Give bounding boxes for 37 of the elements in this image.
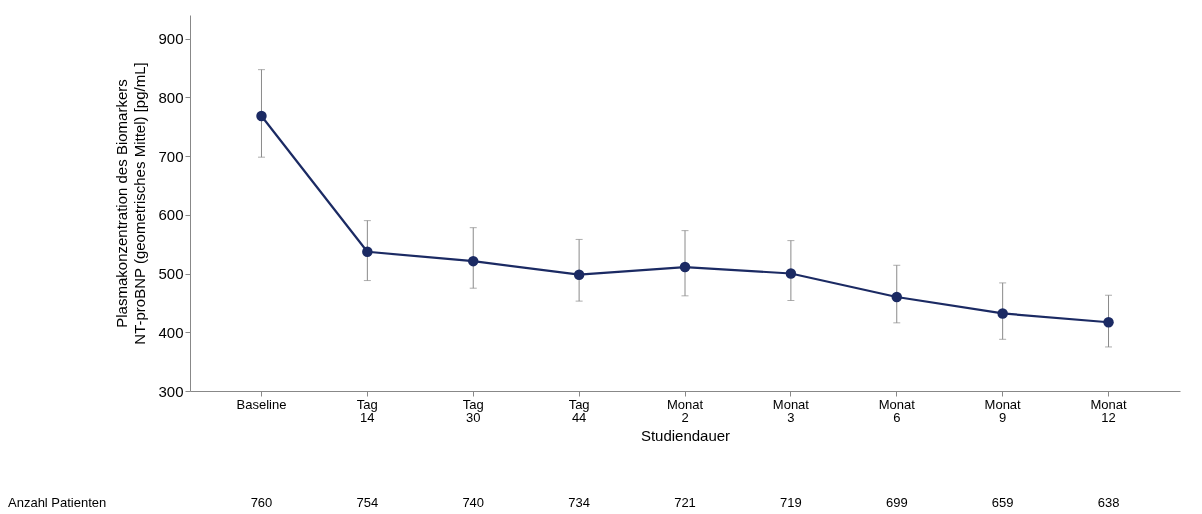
y-tick-label: 300 bbox=[158, 382, 184, 400]
point bbox=[467, 255, 479, 267]
point bbox=[785, 268, 797, 279]
point bbox=[997, 308, 1008, 319]
point bbox=[891, 291, 903, 303]
text: 699 bbox=[885, 495, 908, 510]
x-axis-title: Studiendauer bbox=[640, 426, 731, 444]
x-tick-label: Monat 3 bbox=[772, 396, 810, 425]
text: 734 bbox=[568, 495, 590, 510]
text: 719 bbox=[780, 495, 802, 510]
text: Anzahl Patienten bbox=[8, 495, 107, 510]
x-tick-label: Monat 12 bbox=[1090, 396, 1127, 425]
y-tick-label: 600 bbox=[158, 206, 184, 224]
point bbox=[573, 269, 585, 280]
x-tick-label: Tag 14 bbox=[356, 396, 378, 425]
y-tick-label: 400 bbox=[158, 323, 184, 341]
x-tick-label: Baseline bbox=[236, 396, 287, 412]
text: 754 bbox=[356, 495, 379, 510]
text: 659 bbox=[991, 495, 1014, 510]
text: 760 bbox=[250, 495, 273, 510]
x-tick-label: Monat 9 bbox=[984, 396, 1022, 425]
x-tick-label: Monat 2 bbox=[666, 396, 704, 425]
y-tick-label: 800 bbox=[158, 88, 184, 106]
point bbox=[256, 110, 267, 122]
point bbox=[362, 246, 373, 257]
x-tick-label: Tag 30 bbox=[462, 396, 484, 425]
x-tick-label: Monat 6 bbox=[878, 396, 916, 425]
y-tick-label: 700 bbox=[158, 147, 184, 165]
text: 721 bbox=[674, 495, 696, 510]
y-tick-label: 900 bbox=[158, 30, 184, 47]
point bbox=[1103, 317, 1114, 328]
x-tick-label: Tag 44 bbox=[568, 396, 590, 425]
text: 638 bbox=[1097, 495, 1120, 510]
point bbox=[679, 261, 691, 273]
text: 740 bbox=[462, 495, 485, 510]
y-tick-label: 500 bbox=[158, 265, 184, 282]
y-axis-title: Plasmakonzentration des Biomarkers NT-proBNP (geometrisches Mittel) [pg/mL] bbox=[113, 62, 149, 345]
